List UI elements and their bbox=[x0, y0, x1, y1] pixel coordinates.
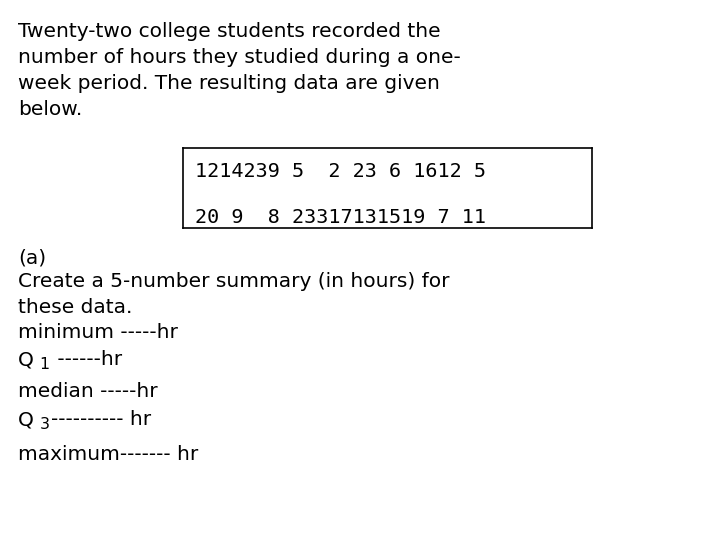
Text: number of hours they studied during a one-: number of hours they studied during a on… bbox=[18, 48, 461, 67]
Text: 20 9  8 23317131519 7 11: 20 9 8 23317131519 7 11 bbox=[195, 208, 486, 227]
Text: Q: Q bbox=[18, 350, 34, 369]
Text: ------hr: ------hr bbox=[51, 350, 122, 369]
Text: these data.: these data. bbox=[18, 298, 132, 317]
Text: week period. The resulting data are given: week period. The resulting data are give… bbox=[18, 74, 440, 93]
Text: below.: below. bbox=[18, 100, 82, 119]
Text: minimum -----hr: minimum -----hr bbox=[18, 323, 178, 342]
Text: median -----hr: median -----hr bbox=[18, 382, 158, 401]
Text: 1214239 5  2 23 6 1612 5: 1214239 5 2 23 6 1612 5 bbox=[195, 163, 486, 181]
Text: Create a 5-number summary (in hours) for: Create a 5-number summary (in hours) for bbox=[18, 272, 449, 291]
Text: ---------- hr: ---------- hr bbox=[51, 410, 151, 429]
Text: (a): (a) bbox=[18, 248, 46, 267]
Text: 1: 1 bbox=[40, 357, 50, 372]
Text: 3: 3 bbox=[40, 417, 50, 432]
Text: Twenty-two college students recorded the: Twenty-two college students recorded the bbox=[18, 22, 441, 41]
Text: Q: Q bbox=[18, 410, 34, 429]
Text: maximum------- hr: maximum------- hr bbox=[18, 445, 198, 464]
